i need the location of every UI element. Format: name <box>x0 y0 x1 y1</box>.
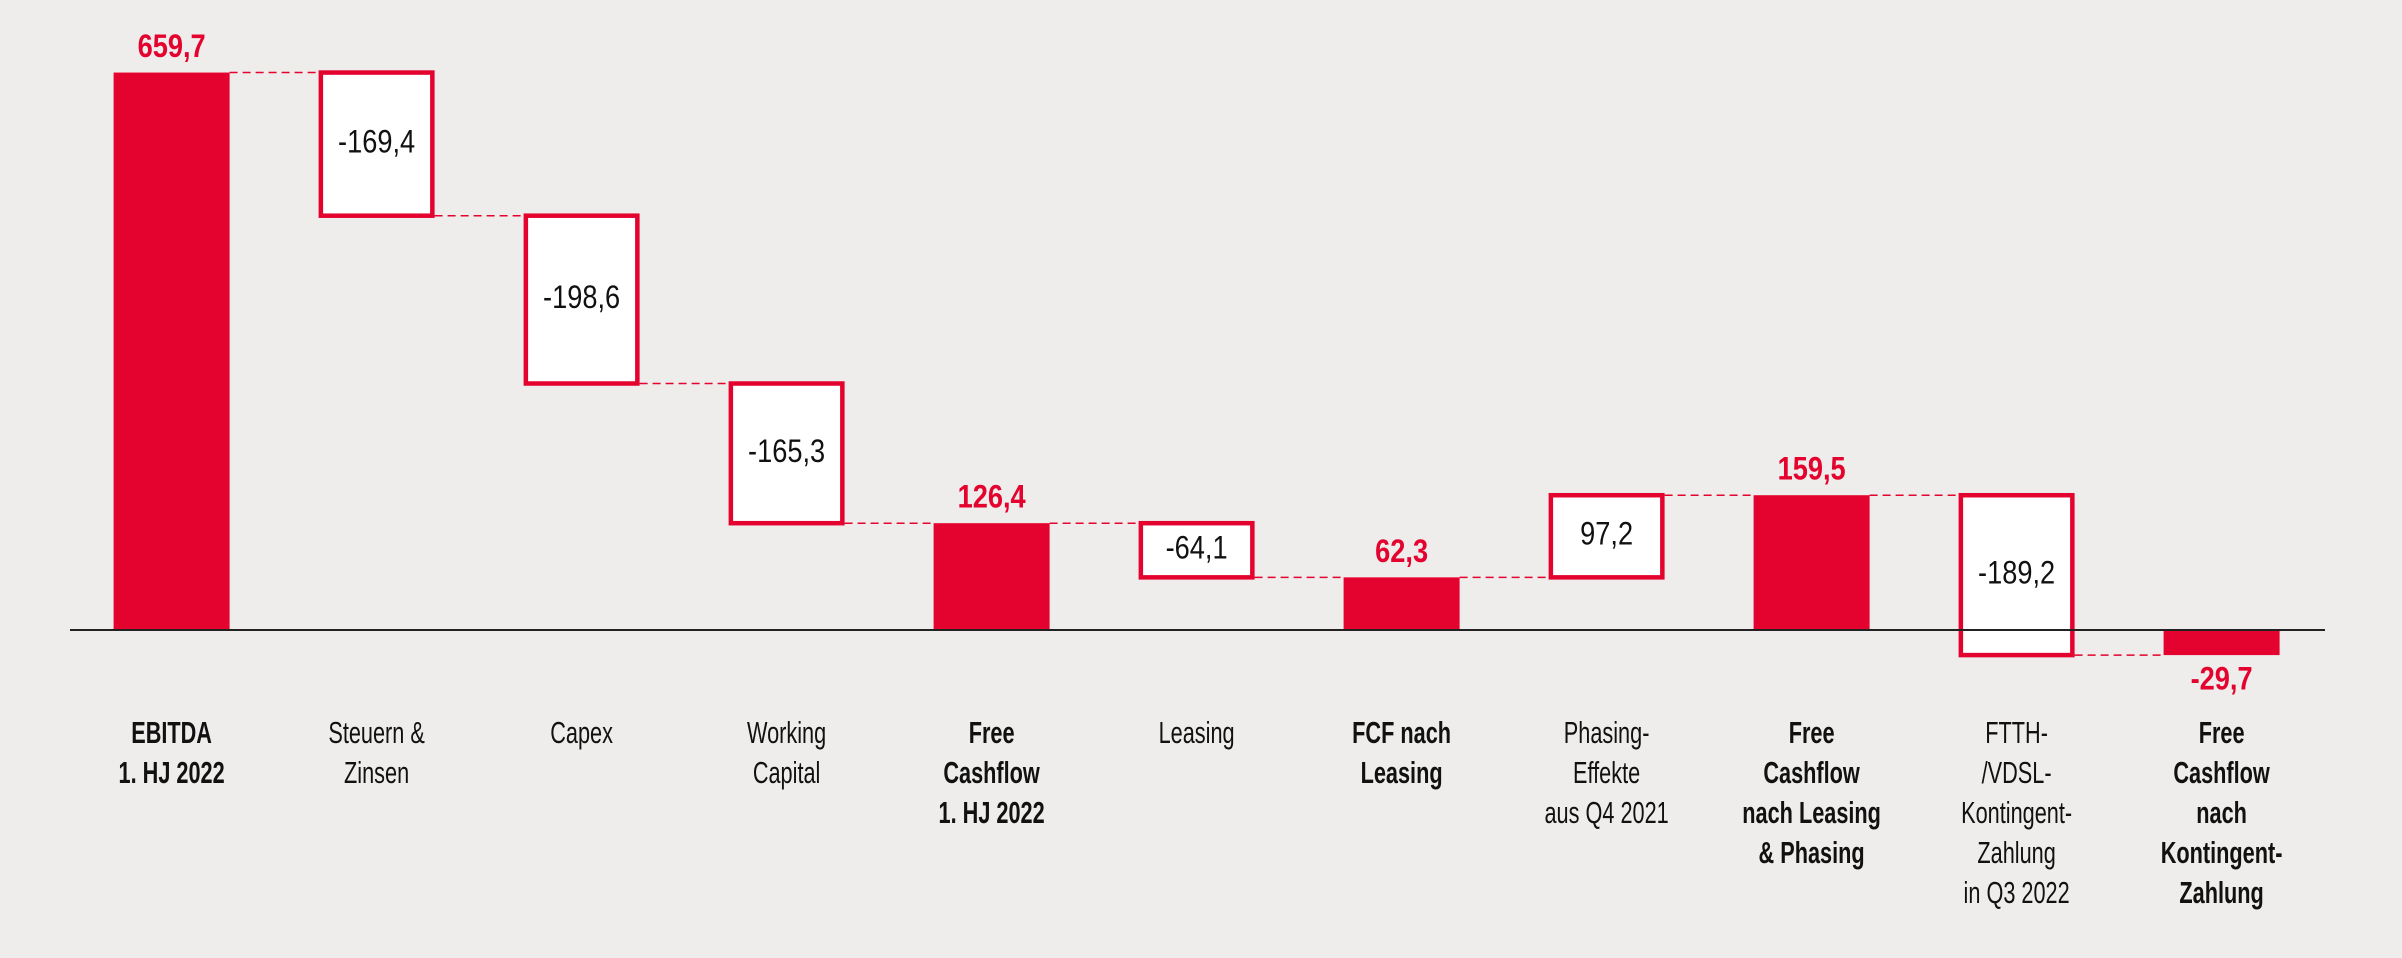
total-bar <box>1343 577 1460 630</box>
category-label: 1. HJ 2022 <box>939 795 1045 830</box>
category-label: Free <box>1789 715 1835 750</box>
category-label: Phasing- <box>1564 715 1650 750</box>
total-bar <box>933 523 1050 630</box>
category-label: Zinsen <box>344 755 409 790</box>
category-label: in Q3 2022 <box>1964 875 2070 910</box>
category-label: Capital <box>753 755 821 790</box>
value-label: -189,2 <box>1978 556 2055 592</box>
total-bar <box>113 72 230 631</box>
category-label: Free <box>969 715 1015 750</box>
category-label: nach Leasing <box>1742 795 1881 830</box>
delta-bar <box>1548 492 1665 580</box>
category-label: Capex <box>550 715 613 750</box>
category-label: Kontingent- <box>2161 835 2283 870</box>
value-label: -29,7 <box>2191 662 2253 698</box>
value-label: -165,3 <box>748 434 825 470</box>
value-label: 62,3 <box>1375 534 1428 570</box>
total-bar <box>2163 630 2280 656</box>
category-label: Leasing <box>1159 715 1235 750</box>
value-label: -64,1 <box>1166 531 1228 567</box>
value-label: -169,4 <box>338 125 415 161</box>
category-label: Kontingent- <box>1961 795 2072 830</box>
delta-bar <box>318 70 435 218</box>
category-label: & Phasing <box>1759 835 1865 870</box>
category-label: Cashflow <box>1763 755 1860 790</box>
delta-bar <box>1958 492 2075 658</box>
category-label: 1. HJ 2022 <box>119 755 225 790</box>
value-label: 97,2 <box>1580 517 1633 553</box>
category-label: /VDSL- <box>1982 755 2052 790</box>
category-label: Zahlung <box>2179 875 2263 910</box>
category-label: EBITDA <box>131 715 212 750</box>
total-bar <box>1753 495 1870 630</box>
value-label: 159,5 <box>1778 452 1846 488</box>
delta-bar <box>1138 520 1255 580</box>
value-label: 659,7 <box>138 29 206 65</box>
category-label: Effekte <box>1573 755 1640 790</box>
category-label: nach <box>2196 795 2247 830</box>
category-label: FCF nach <box>1352 715 1451 750</box>
value-label: 126,4 <box>958 480 1026 516</box>
value-label: -198,6 <box>543 280 620 316</box>
category-label: Working <box>747 715 826 750</box>
category-label: aus Q4 2021 <box>1544 795 1668 830</box>
delta-bar <box>728 381 845 526</box>
category-label: Free <box>2199 715 2245 750</box>
category-label: Steuern & <box>328 715 425 750</box>
category-label: FTTH- <box>1985 715 2048 750</box>
category-label: Leasing <box>1361 755 1443 790</box>
category-label: Cashflow <box>943 755 1040 790</box>
category-label: Zahlung <box>1977 835 2055 870</box>
category-label: Cashflow <box>2173 755 2270 790</box>
delta-bar <box>523 213 640 386</box>
